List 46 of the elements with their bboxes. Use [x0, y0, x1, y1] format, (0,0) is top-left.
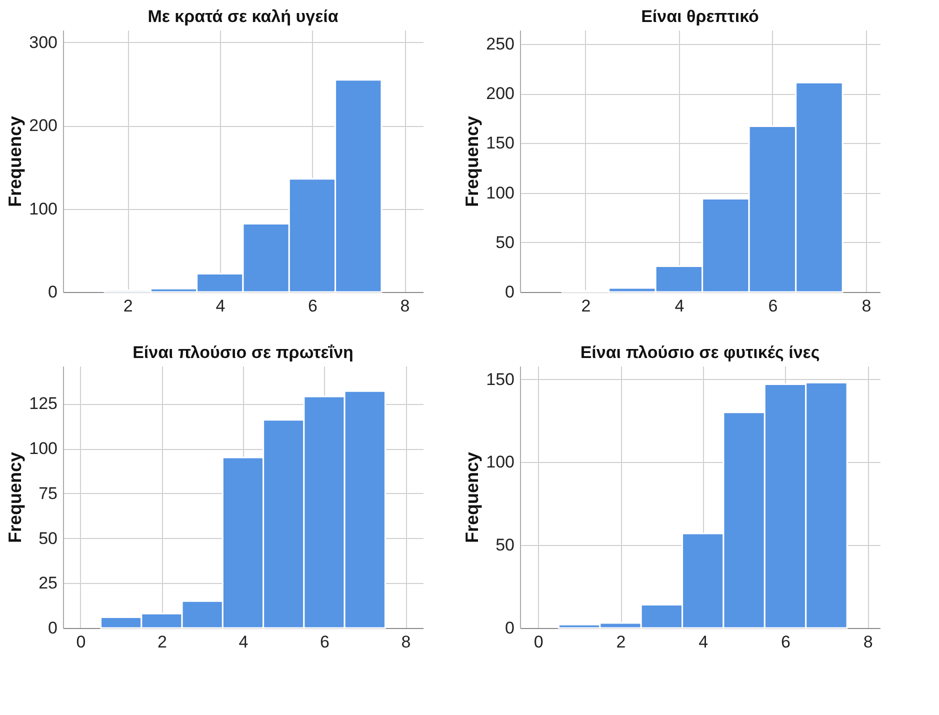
x-tick-label: 8 — [862, 296, 872, 316]
x-tick-label: 6 — [320, 632, 330, 652]
y-tick-label: 0 — [48, 618, 58, 638]
x-tick-label: 6 — [308, 296, 318, 316]
chart-title: Είναι θρεπτικό — [641, 7, 759, 26]
y-tick-label: 200 — [486, 84, 514, 104]
y-tick-label: 100 — [29, 199, 58, 218]
chart-title: Με κρατά σε καλή υγεία — [148, 7, 339, 26]
y-tick-label: 75 — [38, 484, 58, 503]
y-axis-title: Frequency — [462, 116, 482, 208]
y-tick-label: 125 — [29, 394, 58, 414]
y-tick-label: 300 — [29, 32, 58, 52]
x-tick-label: 4 — [216, 296, 226, 316]
y-tick-label: 0 — [48, 282, 58, 302]
y-axis-title: Frequency — [5, 116, 26, 208]
y-tick-label: 25 — [38, 574, 58, 593]
y-tick-label: 100 — [486, 452, 514, 472]
x-tick-label: 2 — [616, 632, 626, 652]
x-tick-label: 4 — [698, 632, 708, 652]
x-tick-label: 0 — [76, 632, 86, 652]
x-tick-label: 6 — [768, 296, 778, 316]
y-tick-label: 0 — [505, 282, 514, 302]
x-tick-label: 0 — [534, 632, 544, 652]
y-tick-label: 50 — [496, 536, 514, 555]
y-tick-label: 50 — [496, 232, 514, 252]
y-tick-label: 200 — [29, 116, 58, 136]
x-tick-label: 2 — [123, 296, 133, 316]
y-tick-label: 150 — [486, 134, 514, 153]
y-tick-label: 50 — [38, 528, 58, 548]
y-axis-title: Frequency — [462, 452, 482, 544]
y-tick-label: 100 — [29, 439, 58, 458]
chart-title: Είναι πλούσιο σε φυτικές ίνες — [580, 343, 820, 362]
y-tick-label: 250 — [486, 34, 514, 54]
x-tick-label: 2 — [158, 632, 167, 652]
x-tick-label: 4 — [238, 632, 248, 652]
x-tick-label: 8 — [401, 632, 411, 652]
y-tick-label: 150 — [486, 370, 514, 389]
y-axis-title: Frequency — [5, 452, 26, 544]
chart-title: Είναι πλούσιο σε πρωτεΐνη — [132, 343, 354, 362]
y-tick-label: 0 — [505, 618, 514, 638]
x-tick-label: 2 — [581, 296, 591, 316]
x-tick-label: 6 — [781, 632, 790, 652]
x-tick-label: 8 — [400, 296, 410, 316]
y-tick-label: 100 — [486, 183, 514, 202]
x-tick-label: 4 — [674, 296, 684, 316]
x-tick-label: 8 — [863, 632, 873, 652]
